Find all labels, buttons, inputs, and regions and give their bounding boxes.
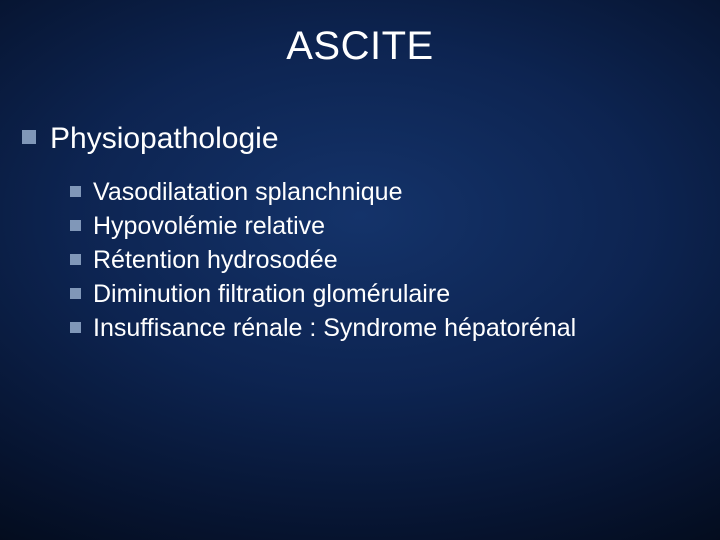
level2-text: Diminution filtration glomérulaire	[93, 278, 450, 310]
slide-body: Physiopathologie Vasodilatation splanchn…	[22, 120, 698, 346]
level2-text: Rétention hydrosodée	[93, 244, 338, 276]
list-item-level2: Insuffisance rénale : Syndrome hépatorén…	[70, 312, 698, 344]
level2-text: Insuffisance rénale : Syndrome hépatorén…	[93, 312, 576, 344]
list-item-level1: Physiopathologie	[22, 120, 698, 158]
list-item-level2: Rétention hydrosodée	[70, 244, 698, 276]
square-bullet-icon	[70, 322, 81, 333]
level2-text: Hypovolémie relative	[93, 210, 325, 242]
square-bullet-icon	[70, 254, 81, 265]
level1-text: Physiopathologie	[50, 120, 279, 158]
square-bullet-icon	[70, 220, 81, 231]
level2-list: Vasodilatation splanchnique Hypovolémie …	[70, 176, 698, 344]
list-item-level2: Hypovolémie relative	[70, 210, 698, 242]
square-bullet-icon	[70, 186, 81, 197]
list-item-level2: Diminution filtration glomérulaire	[70, 278, 698, 310]
slide: ASCITE Physiopathologie Vasodilatation s…	[0, 0, 720, 540]
list-item-level2: Vasodilatation splanchnique	[70, 176, 698, 208]
slide-title: ASCITE	[0, 24, 720, 69]
square-bullet-icon	[22, 130, 36, 144]
level2-text: Vasodilatation splanchnique	[93, 176, 403, 208]
square-bullet-icon	[70, 288, 81, 299]
